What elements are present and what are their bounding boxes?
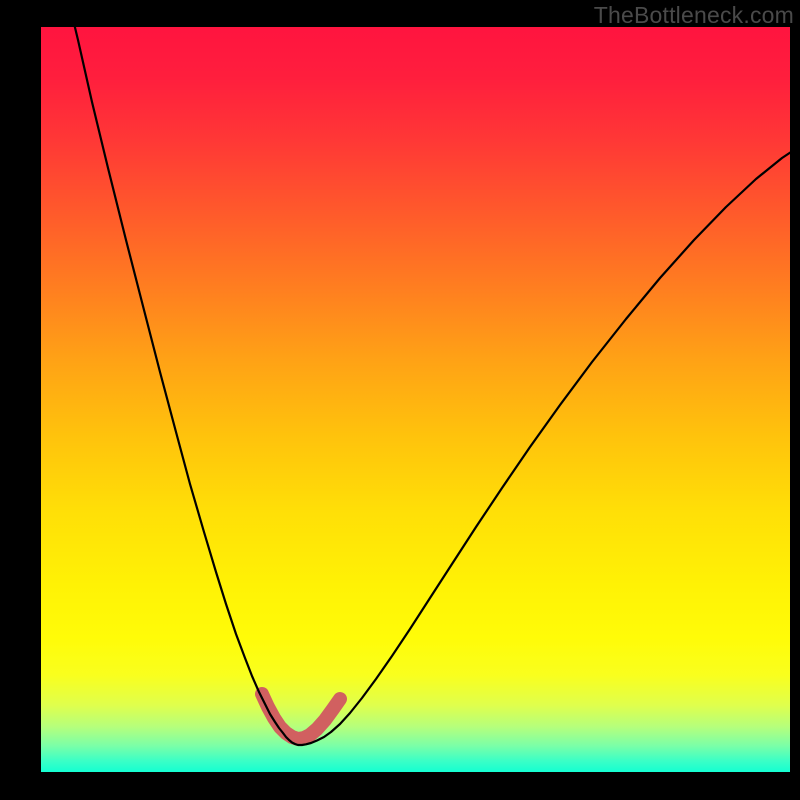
bottleneck-minimum-marker [262, 694, 340, 739]
bottleneck-curve [66, 27, 790, 745]
plot-area [41, 27, 790, 772]
watermark-text: TheBottleneck.com [594, 2, 794, 29]
curve-layer [41, 27, 790, 772]
